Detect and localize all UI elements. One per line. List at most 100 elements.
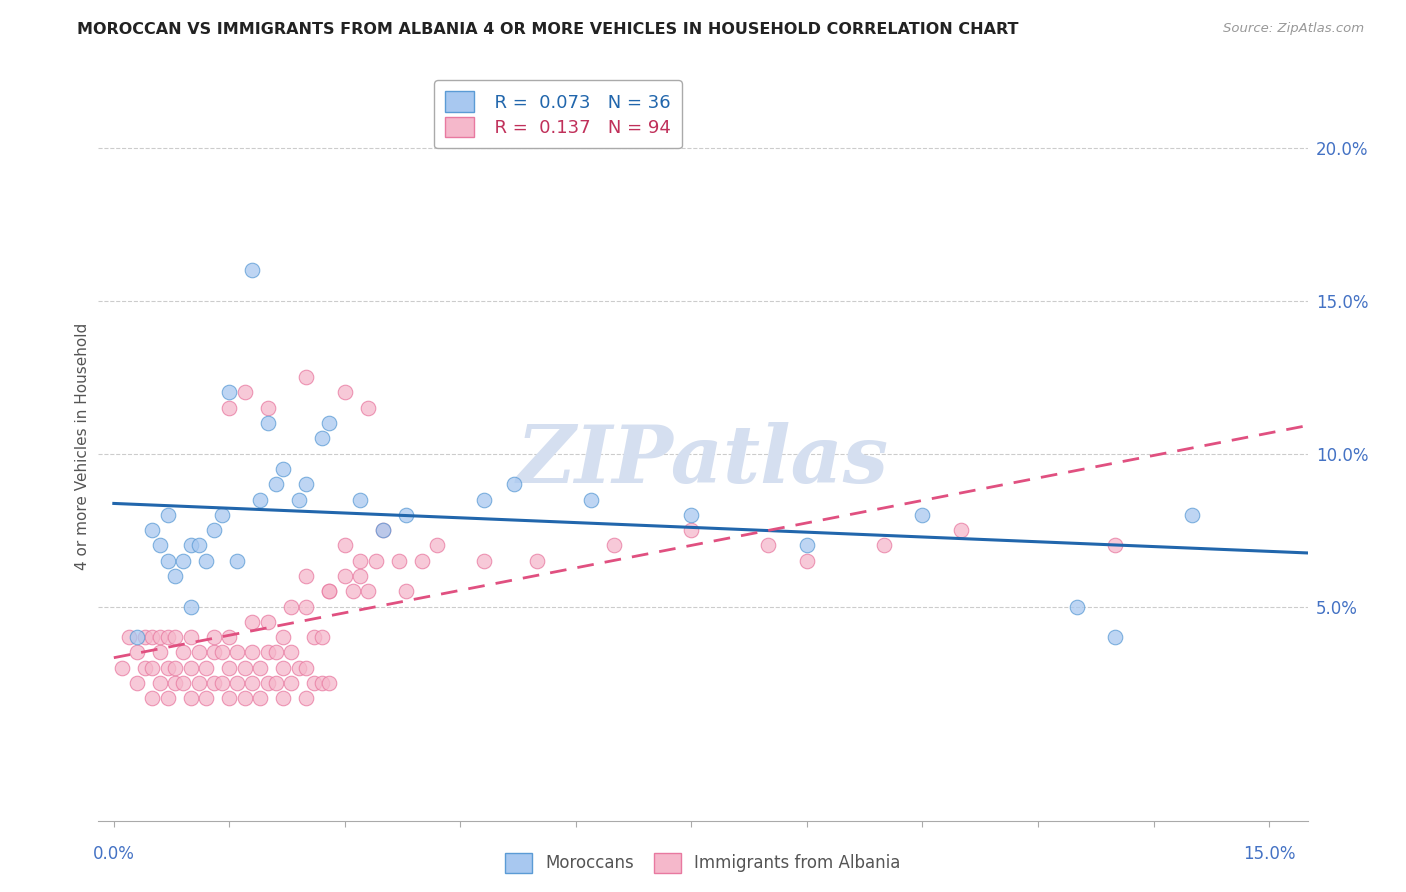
Point [796, 554, 818, 568]
Point [226, 676, 249, 690]
Point [187, 645, 209, 659]
Point [257, 645, 280, 659]
Point [342, 584, 364, 599]
Point [302, 676, 325, 690]
Point [364, 554, 387, 568]
Point [165, 676, 187, 690]
Point [264, 645, 287, 659]
Point [156, 691, 179, 706]
Point [218, 691, 240, 706]
Point [295, 477, 318, 491]
Point [156, 554, 179, 568]
Point [202, 645, 225, 659]
Point [873, 538, 896, 552]
Point [318, 584, 340, 599]
Point [373, 523, 395, 537]
Point [180, 630, 202, 644]
Point [349, 492, 371, 507]
Legend: Moroccans, Immigrants from Albania: Moroccans, Immigrants from Albania [499, 847, 907, 880]
Point [264, 676, 287, 690]
Point [318, 676, 340, 690]
Point [242, 676, 264, 690]
Point [125, 630, 148, 644]
Point [1181, 508, 1204, 522]
Text: 15.0%: 15.0% [1243, 845, 1295, 863]
Point [141, 691, 163, 706]
Point [233, 661, 256, 675]
Point [426, 538, 449, 552]
Point [257, 676, 280, 690]
Point [242, 645, 264, 659]
Point [172, 676, 194, 690]
Point [211, 676, 233, 690]
Point [202, 630, 225, 644]
Point [242, 615, 264, 629]
Point [141, 630, 163, 644]
Point [110, 661, 132, 675]
Point [280, 645, 302, 659]
Point [388, 554, 411, 568]
Point [218, 661, 240, 675]
Point [295, 661, 318, 675]
Point [1104, 538, 1126, 552]
Point [333, 385, 356, 400]
Point [233, 385, 256, 400]
Point [202, 523, 225, 537]
Point [681, 523, 703, 537]
Point [295, 691, 318, 706]
Point [156, 661, 179, 675]
Point [180, 538, 202, 552]
Point [141, 661, 163, 675]
Point [911, 508, 934, 522]
Point [195, 691, 218, 706]
Point [149, 538, 172, 552]
Point [758, 538, 780, 552]
Point [1066, 599, 1088, 614]
Point [233, 691, 256, 706]
Point [249, 661, 271, 675]
Point [249, 691, 271, 706]
Point [211, 508, 233, 522]
Point [357, 401, 380, 415]
Point [118, 630, 141, 644]
Point [249, 492, 271, 507]
Point [349, 569, 371, 583]
Point [149, 630, 172, 644]
Point [172, 645, 194, 659]
Point [226, 554, 249, 568]
Point [287, 492, 309, 507]
Point [603, 538, 626, 552]
Point [1104, 630, 1126, 644]
Point [195, 661, 218, 675]
Point [395, 584, 418, 599]
Point [411, 554, 433, 568]
Point [134, 661, 156, 675]
Point [165, 630, 187, 644]
Point [318, 416, 340, 430]
Point [156, 508, 179, 522]
Point [950, 523, 973, 537]
Point [257, 615, 280, 629]
Point [311, 431, 333, 445]
Point [333, 569, 356, 583]
Point [149, 645, 172, 659]
Point [271, 630, 294, 644]
Point [295, 370, 318, 384]
Point [180, 661, 202, 675]
Legend:   R =  0.073   N = 36,   R =  0.137   N = 94: R = 0.073 N = 36, R = 0.137 N = 94 [434, 80, 682, 148]
Point [295, 569, 318, 583]
Point [373, 523, 395, 537]
Point [264, 477, 287, 491]
Point [311, 630, 333, 644]
Point [242, 263, 264, 277]
Text: MOROCCAN VS IMMIGRANTS FROM ALBANIA 4 OR MORE VEHICLES IN HOUSEHOLD CORRELATION : MOROCCAN VS IMMIGRANTS FROM ALBANIA 4 OR… [77, 22, 1019, 37]
Point [172, 554, 194, 568]
Point [211, 645, 233, 659]
Point [125, 676, 148, 690]
Point [295, 599, 318, 614]
Point [318, 584, 340, 599]
Point [581, 492, 603, 507]
Point [271, 691, 294, 706]
Point [187, 538, 209, 552]
Point [226, 645, 249, 659]
